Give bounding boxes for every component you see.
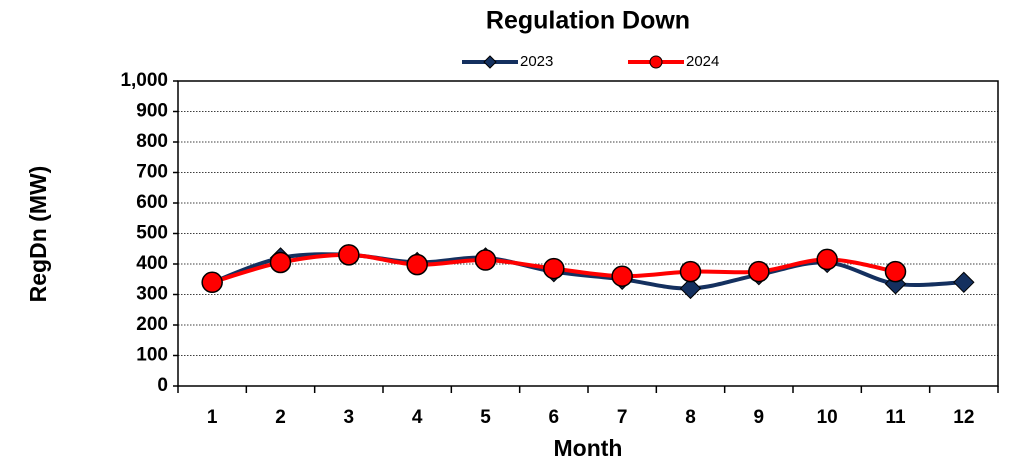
y-tick-label: 900: [136, 101, 168, 122]
y-tick-label: 200: [136, 314, 168, 335]
marker: [338, 244, 360, 266]
marker: [201, 271, 223, 294]
marker: [679, 260, 702, 283]
y-tick-label: 1,000: [120, 70, 168, 91]
marker: [543, 257, 565, 280]
y-tick-label: 600: [136, 192, 168, 213]
x-tick-label: 3: [344, 407, 355, 428]
x-tick-label: 7: [617, 407, 628, 428]
x-tick-label: 10: [817, 407, 838, 428]
x-tick-label: 9: [754, 407, 765, 428]
chart-title: Regulation Down: [486, 7, 690, 35]
x-tick-label: 2: [275, 407, 286, 428]
legend-label: 2023: [520, 53, 553, 70]
y-tick-label: 800: [136, 131, 168, 152]
legend-marker: [649, 55, 663, 69]
legend-marker: [483, 55, 497, 69]
x-tick-label: 4: [412, 407, 423, 428]
marker: [679, 277, 702, 300]
y-tick-label: 700: [136, 162, 168, 183]
marker: [406, 253, 428, 276]
y-tick-label: 400: [136, 253, 168, 274]
marker: [953, 271, 975, 294]
x-tick-label: 1: [207, 407, 218, 428]
y-axis-label: RegDn (MW): [25, 166, 51, 303]
y-tick-label: 100: [136, 345, 168, 366]
y-tick-label: 500: [136, 223, 168, 244]
marker: [269, 251, 292, 274]
x-tick-label: 12: [953, 407, 974, 428]
x-tick-label: 5: [480, 407, 491, 428]
marker: [748, 260, 770, 283]
marker: [611, 265, 633, 287]
marker: [816, 248, 838, 271]
x-tick-label: 8: [685, 407, 696, 428]
y-tick-label: 300: [136, 284, 168, 305]
x-axis-label: Month: [554, 435, 623, 461]
legend-label: 2024: [686, 53, 719, 70]
x-tick-label: 6: [549, 407, 560, 428]
marker: [884, 260, 907, 283]
y-tick-label: 0: [157, 375, 168, 396]
marker: [474, 249, 497, 271]
x-tick-label: 11: [885, 407, 906, 428]
